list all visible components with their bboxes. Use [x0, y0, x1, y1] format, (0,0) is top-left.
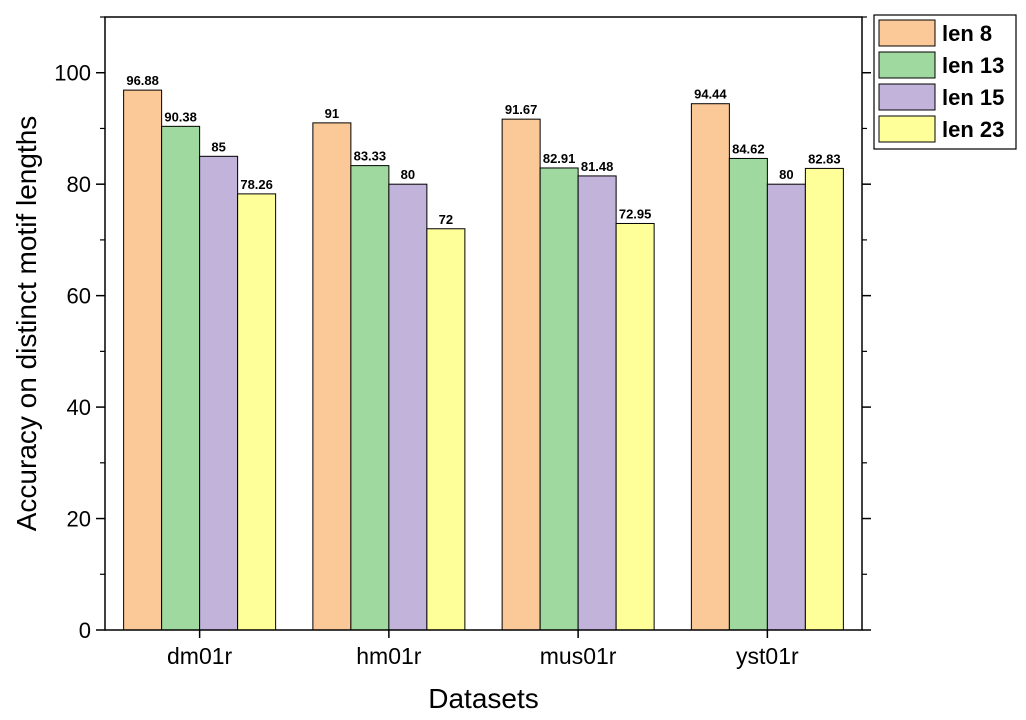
data-labels-layer: 96.88 90.38 85 78.26 91 83.33 80 72 91.67 82.91 81… [126, 73, 840, 227]
y-axis-title: Accuracy on distinct motif lengths [11, 116, 42, 532]
y-tick-label: 80 [67, 172, 91, 197]
bar-mus01r-len-15 [577, 175, 617, 631]
bar-dm01r-len-8 [123, 89, 163, 631]
x-tick-label: dm01r [167, 643, 233, 669]
legend-label: len 23 [942, 117, 1004, 142]
bar-mus01r-len-8 [501, 118, 541, 631]
axes-layer: dm01r hm01r mus01r yst01r 0 20 40 60 80 100 [54, 16, 871, 669]
legend: len 8 len 13 len 15 len 23 [873, 14, 1017, 150]
y-tick-label: 20 [67, 507, 91, 532]
legend-swatch [878, 83, 936, 111]
data-label: 80 [779, 167, 793, 182]
bar-mus01r-len-13 [539, 167, 579, 631]
data-label: 82.91 [543, 151, 576, 166]
y-tick-label: 0 [79, 618, 91, 643]
legend-swatch [878, 115, 936, 143]
data-label: 90.38 [164, 109, 197, 124]
x-tick-label: mus01r [540, 643, 617, 669]
data-label: 82.83 [808, 151, 841, 166]
bar-hm01r-len-8 [312, 122, 352, 631]
bar-yst01r-len-23 [804, 167, 844, 631]
data-label: 91.67 [505, 102, 538, 117]
legend-label: len 13 [942, 53, 1004, 78]
x-axis-title: Datasets [428, 683, 539, 714]
legend-swatch [878, 19, 936, 47]
bar-dm01r-len-13 [161, 125, 201, 631]
data-label: 78.26 [240, 177, 273, 192]
y-tick-label: 40 [67, 395, 91, 420]
bar-hm01r-len-23 [426, 228, 466, 631]
bar-yst01r-len-15 [766, 183, 806, 631]
data-label: 94.44 [694, 87, 727, 102]
data-label: 96.88 [126, 73, 159, 88]
x-tick-label: hm01r [356, 643, 422, 669]
legend-label: len 15 [942, 85, 1004, 110]
data-label: 81.48 [581, 159, 614, 174]
y-tick-label: 100 [54, 61, 91, 86]
bar-yst01r-len-8 [690, 103, 730, 631]
y-tick-label: 60 [67, 284, 91, 309]
bar-hm01r-len-13 [350, 165, 390, 631]
legend-swatch [878, 51, 936, 79]
bar-yst01r-len-13 [728, 157, 768, 631]
bar-hm01r-len-15 [388, 183, 428, 631]
data-label: 72.95 [619, 206, 652, 221]
data-label: 91 [325, 106, 339, 121]
x-tick-label: yst01r [736, 643, 799, 669]
bar-mus01r-len-23 [615, 222, 655, 631]
data-label: 72 [439, 212, 453, 227]
data-label: 85 [211, 139, 225, 154]
plot-frame [104, 16, 863, 631]
bar-dm01r-len-15 [199, 155, 239, 631]
bars-layer [123, 89, 844, 631]
data-label: 84.62 [732, 141, 765, 156]
data-label: 83.33 [354, 149, 387, 164]
bar-dm01r-len-23 [237, 193, 277, 631]
data-label: 80 [401, 167, 415, 182]
legend-label: len 8 [942, 21, 992, 46]
